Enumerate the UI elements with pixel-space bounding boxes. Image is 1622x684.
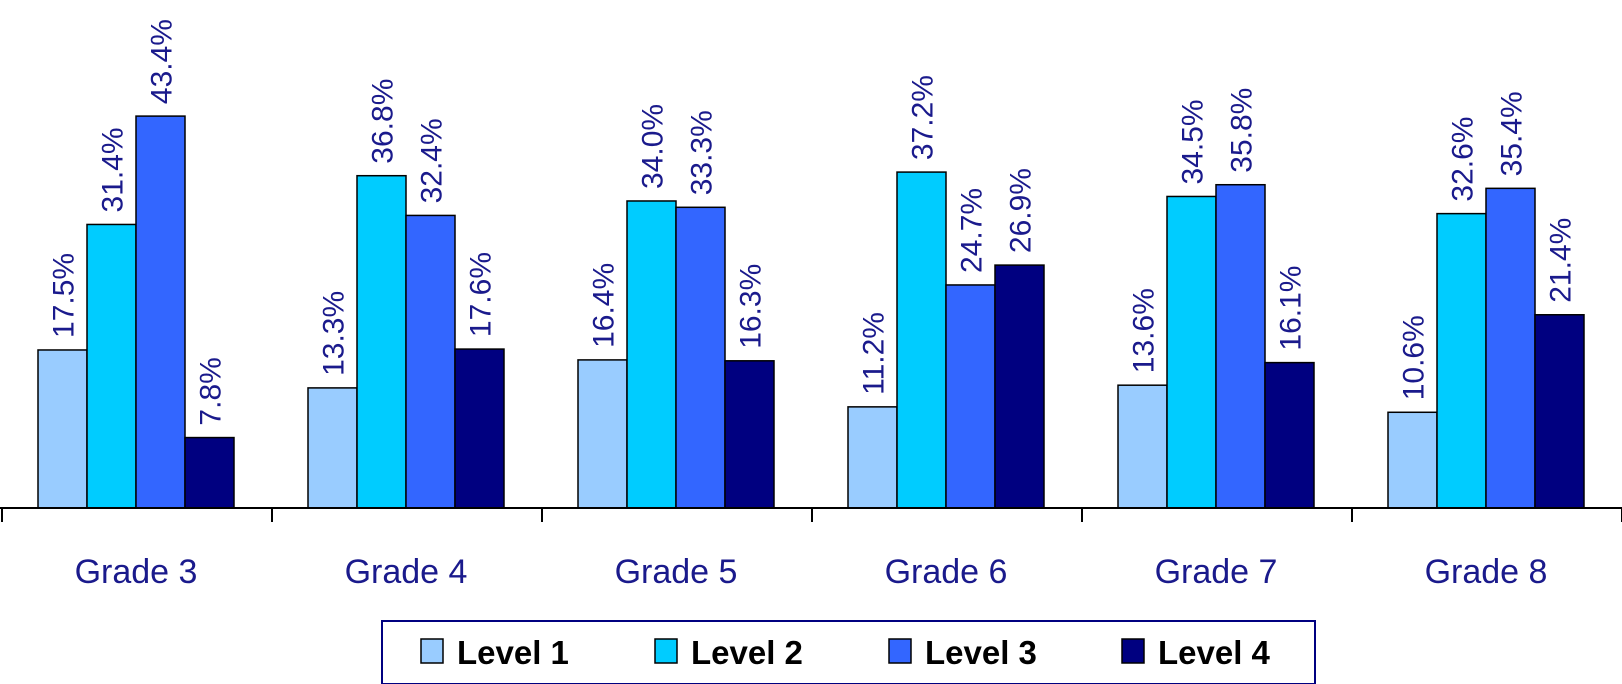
value-label: 36.8% — [367, 79, 400, 164]
value-label: 35.4% — [1496, 91, 1529, 176]
bar-level-3-grade-3 — [135, 115, 186, 509]
value-label: 34.5% — [1177, 99, 1210, 184]
bar-level-3-grade-4 — [405, 214, 456, 509]
legend-label: Level 1 — [457, 634, 569, 671]
bar-level-3-grade-8 — [1485, 187, 1536, 509]
value-label: 26.9% — [1005, 168, 1038, 253]
bar-level-4-grade-6 — [994, 264, 1045, 509]
bar-level-2-grade-5 — [626, 200, 677, 509]
value-label: 17.5% — [48, 253, 81, 338]
bar-level-2-grade-6 — [896, 171, 947, 509]
legend-label: Level 2 — [691, 634, 803, 671]
value-label: 13.6% — [1128, 288, 1161, 373]
bar-level-3-grade-6 — [945, 284, 996, 509]
legend-label: Level 4 — [1158, 634, 1271, 671]
bar-level-4-grade-4 — [454, 348, 505, 509]
legend-frame — [381, 620, 1316, 684]
category-label: Grade 5 — [615, 553, 738, 591]
value-labels-layer: 17.5% 31.4% 43.4% 7.8% 13.3% 36.8% 32.4% 17.6% 1… — [48, 19, 1578, 426]
value-label: 33.3% — [686, 110, 719, 195]
legend-swatch — [1121, 638, 1145, 664]
category-label: Grade 6 — [885, 553, 1008, 591]
bar-level-1-grade-5 — [577, 359, 628, 509]
bar-level-1-grade-6 — [847, 406, 898, 509]
legend: Level 1 Level 2 Level 3 Level 4 — [381, 620, 1316, 684]
value-label: 16.1% — [1275, 266, 1308, 351]
bar-level-2-grade-7 — [1166, 195, 1217, 509]
value-label: 13.3% — [318, 291, 351, 376]
value-label: 43.4% — [146, 19, 179, 104]
category-labels-layer: Grade 3 Grade 4 Grade 5 Grade 6 Grade 7 Grade… — [75, 553, 1548, 591]
x-axis-ticks — [1, 508, 1622, 522]
value-label: 21.4% — [1545, 218, 1578, 303]
value-label: 32.6% — [1447, 117, 1480, 202]
bar-level-2-grade-8 — [1436, 212, 1487, 509]
legend-swatch — [420, 638, 444, 664]
legend-swatch — [888, 638, 912, 664]
value-label: 35.8% — [1226, 88, 1259, 173]
value-label: 31.4% — [97, 127, 130, 212]
category-label: Grade 8 — [1425, 553, 1548, 591]
value-label: 17.6% — [465, 252, 498, 337]
category-label: Grade 3 — [75, 553, 198, 591]
bar-level-1-grade-4 — [307, 387, 358, 509]
bar-level-2-grade-3 — [86, 223, 137, 509]
value-label: 24.7% — [956, 188, 989, 273]
bar-level-4-grade-7 — [1264, 361, 1315, 509]
bar-level-3-grade-5 — [675, 206, 726, 509]
value-label: 11.2% — [858, 312, 891, 395]
value-label: 16.3% — [735, 264, 768, 349]
legend-swatch — [654, 638, 678, 664]
bar-level-4-grade-3 — [184, 436, 235, 509]
category-label: Grade 7 — [1155, 553, 1278, 591]
value-label: 37.2% — [907, 75, 940, 160]
category-label: Grade 4 — [345, 553, 468, 591]
value-label: 34.0% — [637, 104, 670, 189]
legend-items: Level 1 Level 2 Level 3 Level 4 — [420, 634, 1271, 671]
bars-layer — [37, 115, 1585, 509]
value-label: 10.6% — [1398, 315, 1431, 400]
bar-level-1-grade-7 — [1117, 384, 1168, 509]
bar-level-4-grade-8 — [1534, 314, 1585, 509]
bar-level-2-grade-4 — [356, 174, 407, 509]
bar-level-1-grade-3 — [37, 349, 88, 509]
value-label: 16.4% — [588, 263, 621, 348]
value-label: 32.4% — [416, 118, 449, 203]
value-label: 7.8% — [195, 357, 228, 425]
legend-label: Level 3 — [925, 634, 1037, 671]
bar-level-1-grade-8 — [1387, 411, 1438, 509]
bar-level-3-grade-7 — [1215, 183, 1266, 509]
bar-level-4-grade-5 — [724, 360, 775, 509]
